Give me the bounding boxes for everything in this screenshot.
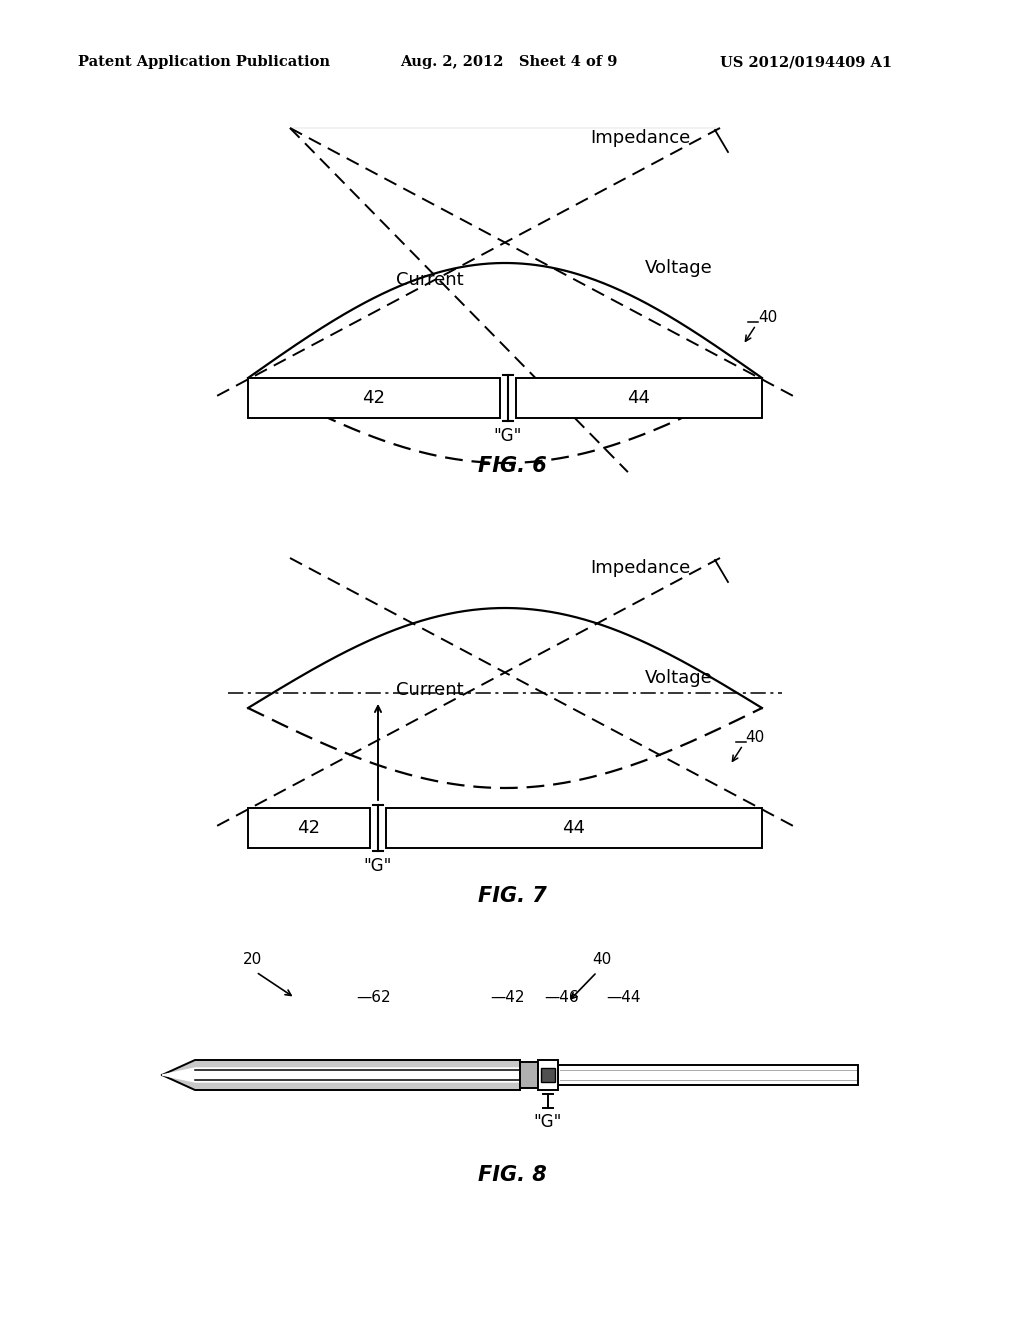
Text: 44: 44 xyxy=(562,818,586,837)
Bar xyxy=(520,1063,538,1088)
Text: 40: 40 xyxy=(745,730,764,744)
Text: Patent Application Publication: Patent Application Publication xyxy=(78,55,330,69)
Text: Aug. 2, 2012   Sheet 4 of 9: Aug. 2, 2012 Sheet 4 of 9 xyxy=(400,55,617,69)
Text: Current: Current xyxy=(396,681,464,700)
Text: —46: —46 xyxy=(544,990,579,1006)
Text: Voltage: Voltage xyxy=(645,669,713,686)
Bar xyxy=(541,1068,555,1082)
Text: Current: Current xyxy=(396,271,464,289)
Bar xyxy=(516,378,762,418)
Text: Impedance: Impedance xyxy=(590,129,690,147)
Polygon shape xyxy=(162,1060,520,1090)
Text: —44: —44 xyxy=(606,990,640,1006)
Bar xyxy=(248,808,370,847)
Text: 42: 42 xyxy=(362,389,385,407)
Bar xyxy=(386,808,762,847)
Text: 40: 40 xyxy=(592,953,611,968)
Text: FIG. 6: FIG. 6 xyxy=(477,455,547,477)
Text: —62: —62 xyxy=(356,990,390,1006)
Text: 44: 44 xyxy=(628,389,650,407)
Text: 20: 20 xyxy=(243,953,262,968)
Text: "G": "G" xyxy=(364,857,392,875)
Text: "G": "G" xyxy=(534,1113,562,1131)
Text: —42: —42 xyxy=(490,990,524,1006)
Text: 40: 40 xyxy=(758,309,777,325)
Bar xyxy=(248,378,500,418)
Text: Voltage: Voltage xyxy=(645,259,713,277)
Text: FIG. 8: FIG. 8 xyxy=(477,1166,547,1185)
Bar xyxy=(558,1065,858,1085)
Text: FIG. 7: FIG. 7 xyxy=(477,886,547,906)
Text: Impedance: Impedance xyxy=(590,558,690,577)
Polygon shape xyxy=(162,1068,520,1082)
Text: 42: 42 xyxy=(298,818,321,837)
Text: US 2012/0194409 A1: US 2012/0194409 A1 xyxy=(720,55,892,69)
Text: "G": "G" xyxy=(494,426,522,445)
Bar xyxy=(538,1060,558,1090)
